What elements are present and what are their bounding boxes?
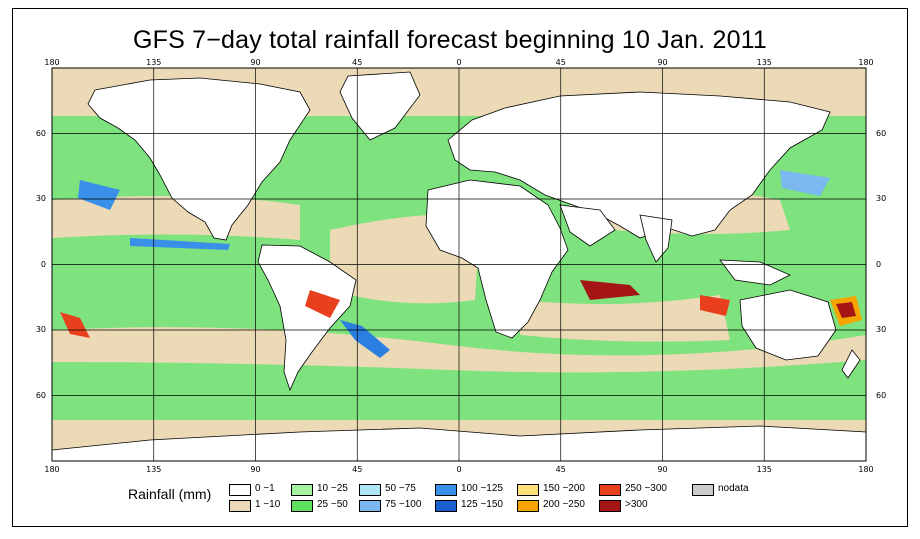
lon-tick-bottom: 45 [555, 465, 566, 474]
legend-swatch [291, 500, 313, 512]
lat-tick-left: 60 [35, 390, 46, 400]
lon-tick-bottom: 180 [858, 465, 874, 474]
graticule [52, 68, 866, 461]
legend-swatch [291, 484, 313, 496]
legend-label: 125 −150 [461, 499, 503, 510]
lon-tick-top: 0 [456, 58, 462, 67]
maritime-continent [719, 259, 791, 286]
lon-tick-bottom: 0 [456, 465, 462, 474]
lon-tick-bottom: 135 [756, 465, 772, 474]
legend-label: 250 −300 [625, 483, 667, 494]
lon-tick-top: 45 [555, 58, 566, 67]
lat-tick-left: 0 [40, 259, 46, 269]
legend-label: nodata [718, 483, 749, 494]
lat-tick-right: 60 [876, 128, 887, 138]
lon-tick-top: 45 [352, 58, 363, 67]
eurasia [447, 91, 831, 239]
lon-tick-top: 90 [657, 58, 668, 67]
lon-tick-top: 180 [44, 58, 60, 67]
lon-tick-bottom: 90 [250, 465, 261, 474]
legend-label: >300 [625, 499, 648, 510]
south-america [257, 244, 357, 392]
lon-tick-top: 135 [146, 58, 162, 67]
legend-swatch [435, 484, 457, 496]
lon-tick-bottom: 90 [657, 465, 668, 474]
lon-tick-bottom: 135 [146, 465, 162, 474]
lat-tick-right: 30 [876, 194, 887, 203]
legend-label: 10 −25 [317, 483, 348, 494]
legend-title: Rainfall (mm) [128, 486, 212, 502]
legend-swatch [435, 500, 457, 512]
legend-swatch [517, 500, 539, 512]
lon-tick-bottom: 180 [44, 465, 60, 474]
heavy-rain-patches [60, 170, 862, 358]
map-title: GFS 7−day total rainfall forecast beginn… [132, 26, 768, 54]
legend-swatch [359, 484, 381, 496]
legend-swatch [229, 484, 251, 496]
north-america [87, 77, 311, 241]
lon-tick-top: 90 [250, 58, 261, 67]
lat-tick-right: 60 [876, 390, 887, 400]
india [639, 214, 673, 263]
arabia [559, 204, 616, 247]
lon-tick-top: 135 [756, 58, 772, 67]
greenland [339, 71, 421, 141]
legend-label: 200 −250 [543, 499, 585, 510]
lon-tick-bottom: 45 [352, 465, 363, 474]
legend-label: 25 −50 [317, 499, 348, 510]
legend-label: 1 −10 [255, 499, 281, 510]
legend-swatch [359, 500, 381, 512]
map-border [51, 67, 867, 462]
legend-label: 150 −200 [543, 483, 585, 494]
legend-label: 100 −125 [461, 483, 503, 494]
legend-label: 75 −100 [385, 499, 422, 510]
lat-tick-left: 60 [35, 128, 46, 138]
legend-swatch [599, 500, 621, 512]
figure-frame [12, 8, 908, 527]
lon-tick-top: 180 [858, 58, 874, 67]
new-zealand [841, 349, 861, 379]
lat-tick-right: 30 [876, 325, 887, 334]
legend-swatch [599, 484, 621, 496]
lat-tick-left: 30 [35, 194, 46, 203]
legend-swatch [229, 500, 251, 512]
legend-swatch [692, 484, 714, 496]
lat-tick-left: 30 [35, 325, 46, 334]
legend-swatch [517, 484, 539, 496]
lat-tick-right: 0 [876, 259, 882, 269]
legend-label: 0 −1 [255, 483, 275, 494]
legend-label: 50 −75 [385, 483, 416, 494]
